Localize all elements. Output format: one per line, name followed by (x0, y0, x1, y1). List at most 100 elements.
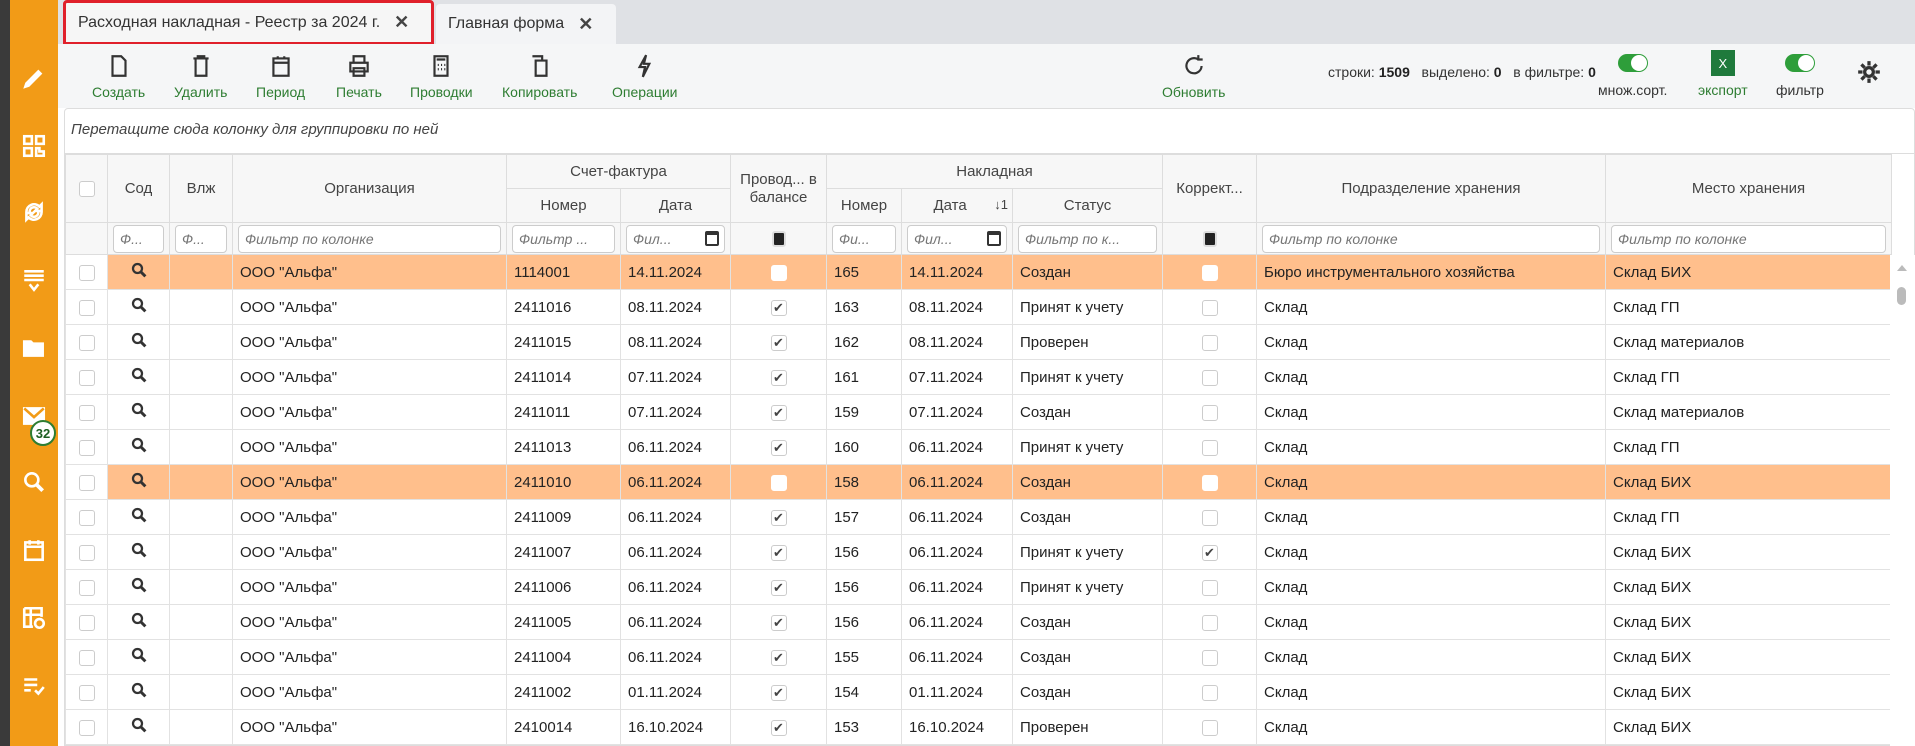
col-sod[interactable]: Сод (107, 154, 170, 223)
row-checkbox[interactable] (78, 579, 95, 596)
table-row[interactable]: ООО "Альфа" 2411009 06.11.2024 ✔ 157 06.… (65, 499, 1892, 535)
row-checkbox[interactable] (78, 614, 95, 631)
posted-checkbox[interactable]: ✔ (770, 719, 787, 736)
view-cell[interactable] (107, 359, 170, 395)
view-cell[interactable] (107, 569, 170, 605)
sidebar-item-list-check[interactable] (10, 666, 58, 706)
refresh-button[interactable]: Обновить (1162, 52, 1225, 100)
row-checkbox[interactable] (78, 369, 95, 386)
correct-checkbox[interactable] (1201, 264, 1218, 281)
table-row[interactable]: ООО "Альфа" 2411015 08.11.2024 ✔ 162 08.… (65, 324, 1892, 360)
sidebar-item-table-clock[interactable] (10, 598, 58, 638)
filter-invoice-date-input[interactable] (626, 224, 725, 253)
magnifier-icon[interactable] (130, 436, 148, 454)
create-button[interactable]: Создать (92, 52, 145, 100)
vertical-scrollbar[interactable] (1890, 255, 1915, 746)
col-waybill-number[interactable]: Номер (826, 188, 902, 223)
filter-invoice-number-input[interactable] (512, 224, 615, 253)
magnifier-icon[interactable] (130, 681, 148, 699)
view-cell[interactable] (107, 429, 170, 465)
view-cell[interactable] (107, 394, 170, 430)
correct-checkbox[interactable]: ✔ (1201, 544, 1218, 561)
posted-checkbox[interactable]: ✔ (770, 404, 787, 421)
view-cell[interactable] (107, 604, 170, 640)
magnifier-icon[interactable] (130, 261, 148, 279)
posted-checkbox[interactable]: ✔ (770, 299, 787, 316)
col-correct[interactable]: Коррект... (1162, 154, 1257, 223)
table-row[interactable]: ООО "Альфа" 2411010 06.11.2024 158 06.11… (65, 464, 1892, 500)
group-panel[interactable]: Перетащите сюда колонку для группировки … (65, 109, 1914, 154)
row-checkbox[interactable] (78, 439, 95, 456)
close-icon[interactable]: ✕ (394, 12, 410, 32)
table-row[interactable]: ООО "Альфа" 2411016 08.11.2024 ✔ 163 08.… (65, 289, 1892, 325)
sidebar-item-qr[interactable] (10, 126, 58, 166)
table-row[interactable]: ООО "Альфа" 2411013 06.11.2024 ✔ 160 06.… (65, 429, 1892, 465)
scroll-up-icon[interactable] (1897, 265, 1907, 271)
magnifier-icon[interactable] (130, 506, 148, 524)
table-row[interactable]: ООО "Альфа" 2411005 06.11.2024 ✔ 156 06.… (65, 604, 1892, 640)
row-checkbox[interactable] (78, 684, 95, 701)
operations-button[interactable]: Операции (612, 52, 678, 100)
period-button[interactable]: Период (256, 52, 305, 100)
filter-place-input[interactable] (1611, 224, 1886, 253)
sidebar-item-folder[interactable] (10, 328, 58, 368)
table-row[interactable]: ООО "Альфа" 1114001 14.11.2024 165 14.11… (65, 254, 1892, 290)
magnifier-icon[interactable] (130, 296, 148, 314)
table-row[interactable]: ООО "Альфа" 2411011 07.11.2024 ✔ 159 07.… (65, 394, 1892, 430)
multisort-toggle[interactable]: множ.сорт. (1598, 54, 1667, 98)
posted-checkbox[interactable]: ✔ (770, 369, 787, 386)
col-vlzh[interactable]: Влж (169, 154, 233, 223)
filter-waybill-date-input[interactable] (907, 224, 1007, 253)
correct-checkbox[interactable] (1201, 334, 1218, 351)
correct-checkbox[interactable] (1201, 439, 1218, 456)
table-row[interactable]: ООО "Альфа" 2411004 06.11.2024 ✔ 155 06.… (65, 639, 1892, 675)
magnifier-icon[interactable] (130, 576, 148, 594)
view-cell[interactable] (107, 639, 170, 675)
scroll-thumb[interactable] (1897, 287, 1906, 305)
filter-sod-input[interactable] (113, 224, 164, 253)
row-checkbox[interactable] (78, 474, 95, 491)
posted-checkbox[interactable] (770, 474, 787, 491)
correct-checkbox[interactable] (1201, 719, 1218, 736)
magnifier-icon[interactable] (130, 401, 148, 419)
row-checkbox[interactable] (78, 264, 95, 281)
filter-status-input[interactable] (1018, 224, 1157, 253)
col-status[interactable]: Статус (1012, 188, 1163, 223)
col-org[interactable]: Организация (232, 154, 507, 223)
correct-checkbox[interactable] (1201, 509, 1218, 526)
sidebar-item-edit[interactable] (10, 58, 58, 98)
filter-posted-checkbox[interactable] (771, 231, 786, 248)
filter-org-input[interactable] (238, 224, 501, 253)
col-place[interactable]: Место хранения (1605, 154, 1892, 223)
row-checkbox[interactable] (78, 404, 95, 421)
toggle-switch[interactable] (1784, 54, 1815, 72)
view-cell[interactable] (107, 709, 170, 745)
sidebar-item-sync[interactable] (10, 192, 58, 232)
filter-correct-checkbox[interactable] (1202, 231, 1217, 248)
delete-button[interactable]: Удалить (174, 52, 227, 100)
posted-checkbox[interactable] (770, 264, 787, 281)
posted-checkbox[interactable]: ✔ (770, 579, 787, 596)
col-subdivision[interactable]: Подразделение хранения (1256, 154, 1606, 223)
correct-checkbox[interactable] (1201, 614, 1218, 631)
magnifier-icon[interactable] (130, 366, 148, 384)
filter-waybill-number-input[interactable] (832, 224, 896, 253)
calendar-icon[interactable] (987, 230, 1001, 246)
table-row[interactable]: ООО "Альфа" 2411002 01.11.2024 ✔ 154 01.… (65, 674, 1892, 710)
settings-button[interactable] (1856, 58, 1882, 86)
sidebar-item-search[interactable] (10, 462, 58, 502)
posted-checkbox[interactable]: ✔ (770, 334, 787, 351)
view-cell[interactable] (107, 499, 170, 535)
correct-checkbox[interactable] (1201, 579, 1218, 596)
posted-checkbox[interactable]: ✔ (770, 509, 787, 526)
select-all-checkbox[interactable] (78, 181, 95, 198)
row-checkbox[interactable] (78, 299, 95, 316)
posted-checkbox[interactable]: ✔ (770, 544, 787, 561)
magnifier-icon[interactable] (130, 471, 148, 489)
tab-waybill-registry[interactable]: Расходная накладная - Реестр за 2024 г. ✕ (63, 0, 434, 45)
filter-subdivision-input[interactable] (1262, 224, 1600, 253)
sidebar-item-list-download[interactable] (10, 260, 58, 300)
correct-checkbox[interactable] (1201, 474, 1218, 491)
row-checkbox[interactable] (78, 544, 95, 561)
view-cell[interactable] (107, 254, 170, 290)
